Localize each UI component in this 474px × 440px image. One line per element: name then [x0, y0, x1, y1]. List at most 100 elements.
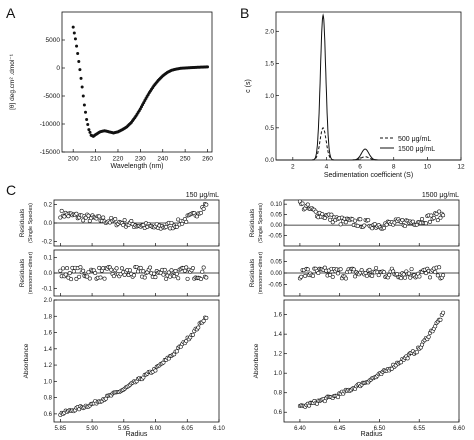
data-point [63, 272, 68, 277]
data-point [420, 216, 425, 221]
data-point [102, 276, 107, 281]
y-tick-label: 0.00 [270, 223, 282, 229]
plot-frame [61, 11, 213, 153]
data-point [399, 276, 404, 281]
data-point [435, 273, 440, 278]
data-point [437, 265, 442, 270]
data-point [399, 360, 404, 365]
data-point [427, 275, 432, 280]
chart-b: 2 4 6 8 10 12 0.0 0.5 1.0 1.5 2.0 500 μg/mL 1500 μg/… [245, 11, 465, 179]
data-point [129, 218, 134, 223]
x-tick-label: 5.95 [118, 426, 130, 432]
y-tick-label: 1.8 [44, 314, 53, 320]
y-tick-label: 2.0 [44, 298, 53, 304]
data-point [374, 265, 379, 270]
panel-letter-b: B [240, 5, 249, 21]
data-point [86, 213, 91, 218]
data-point [330, 274, 335, 279]
data-point [353, 274, 358, 279]
data-point [300, 201, 305, 206]
data-point [190, 332, 195, 337]
y-axis-sublabel: (monomer-dimer) [258, 252, 264, 295]
y-tick-label: 1.0 [274, 371, 283, 377]
y-tick-label: 1.0 [44, 379, 53, 385]
x-axis-label: Wavelength (nm) [110, 163, 163, 170]
data-point [166, 270, 171, 275]
plot-frame [275, 11, 462, 161]
data-point [381, 226, 386, 231]
series-line [276, 13, 461, 161]
data-point [198, 277, 203, 282]
data-point [336, 271, 341, 276]
chart-a: 200 210 220 230 240 250 260 -15000 -10000 -5000 0 5… [9, 11, 213, 170]
y-axis-label: Absorbance [253, 343, 260, 378]
y-tick-label: 1.5 [265, 61, 274, 68]
data-point [316, 271, 321, 276]
data-point [387, 272, 392, 277]
data-point [164, 276, 169, 281]
x-tick-label: 4 [325, 164, 329, 171]
data-point [438, 215, 443, 220]
x-tick-label: 210 [90, 156, 101, 163]
data-point [330, 220, 335, 225]
data-point [122, 218, 127, 223]
data-point [400, 218, 405, 223]
y-tick-label: 1.0 [265, 93, 274, 100]
data-point [336, 395, 341, 400]
data-point [338, 222, 343, 227]
y-tick-label: -0.05 [268, 283, 282, 289]
data-point [114, 266, 119, 271]
x-tick-label: 6.00 [150, 426, 162, 432]
data-point [184, 339, 189, 344]
data-point [201, 318, 206, 323]
data-point [185, 276, 190, 281]
x-tick-label: 220 [113, 156, 124, 163]
data-point [79, 76, 83, 80]
data-point [153, 275, 158, 280]
data-point [65, 266, 70, 271]
y-axis-sublabel: (Single Species) [258, 203, 264, 243]
data-point [328, 273, 333, 278]
plot-frame [283, 199, 460, 247]
data-point [76, 51, 80, 55]
data-point [101, 215, 106, 220]
series-line [276, 127, 461, 161]
y-tick-label: 1.6 [44, 331, 53, 337]
data-point [118, 272, 123, 277]
y-tick-label: 1.2 [274, 352, 283, 358]
y-tick-label: 0.6 [44, 412, 53, 418]
x-tick-label: 6.55 [413, 426, 425, 432]
data-point [80, 85, 84, 89]
data-point [174, 349, 179, 354]
x-tick-label: 10 [424, 164, 432, 171]
y-axis-label: c (s) [245, 79, 252, 93]
data-point [417, 274, 422, 279]
data-point [84, 110, 88, 114]
y-tick-label: 0.0 [265, 157, 274, 164]
data-point [313, 209, 318, 214]
data-point [201, 265, 206, 270]
data-point [59, 208, 64, 213]
data-point [204, 202, 209, 207]
y-tick-label: 0.5 [265, 125, 274, 132]
data-point [343, 220, 348, 225]
data-point [328, 217, 333, 222]
data-point [441, 213, 446, 218]
y-tick-label: 0 [56, 65, 60, 72]
data-point [338, 267, 343, 272]
data-point [81, 268, 86, 273]
data-point [190, 266, 195, 271]
data-point [71, 25, 75, 29]
data-point [401, 272, 406, 277]
data-point [433, 324, 438, 329]
data-point [69, 277, 74, 282]
y-tick-label: -15000 [40, 149, 61, 156]
data-point [169, 220, 174, 225]
data-point [305, 267, 310, 272]
y-axis-sublabel: (Single Species) [28, 203, 34, 243]
legend-label: 1500 μg/mL [398, 146, 435, 153]
data-point [303, 273, 308, 278]
data-point [322, 265, 327, 270]
y-axis-sublabel: (monomer-dimer) [28, 252, 34, 295]
